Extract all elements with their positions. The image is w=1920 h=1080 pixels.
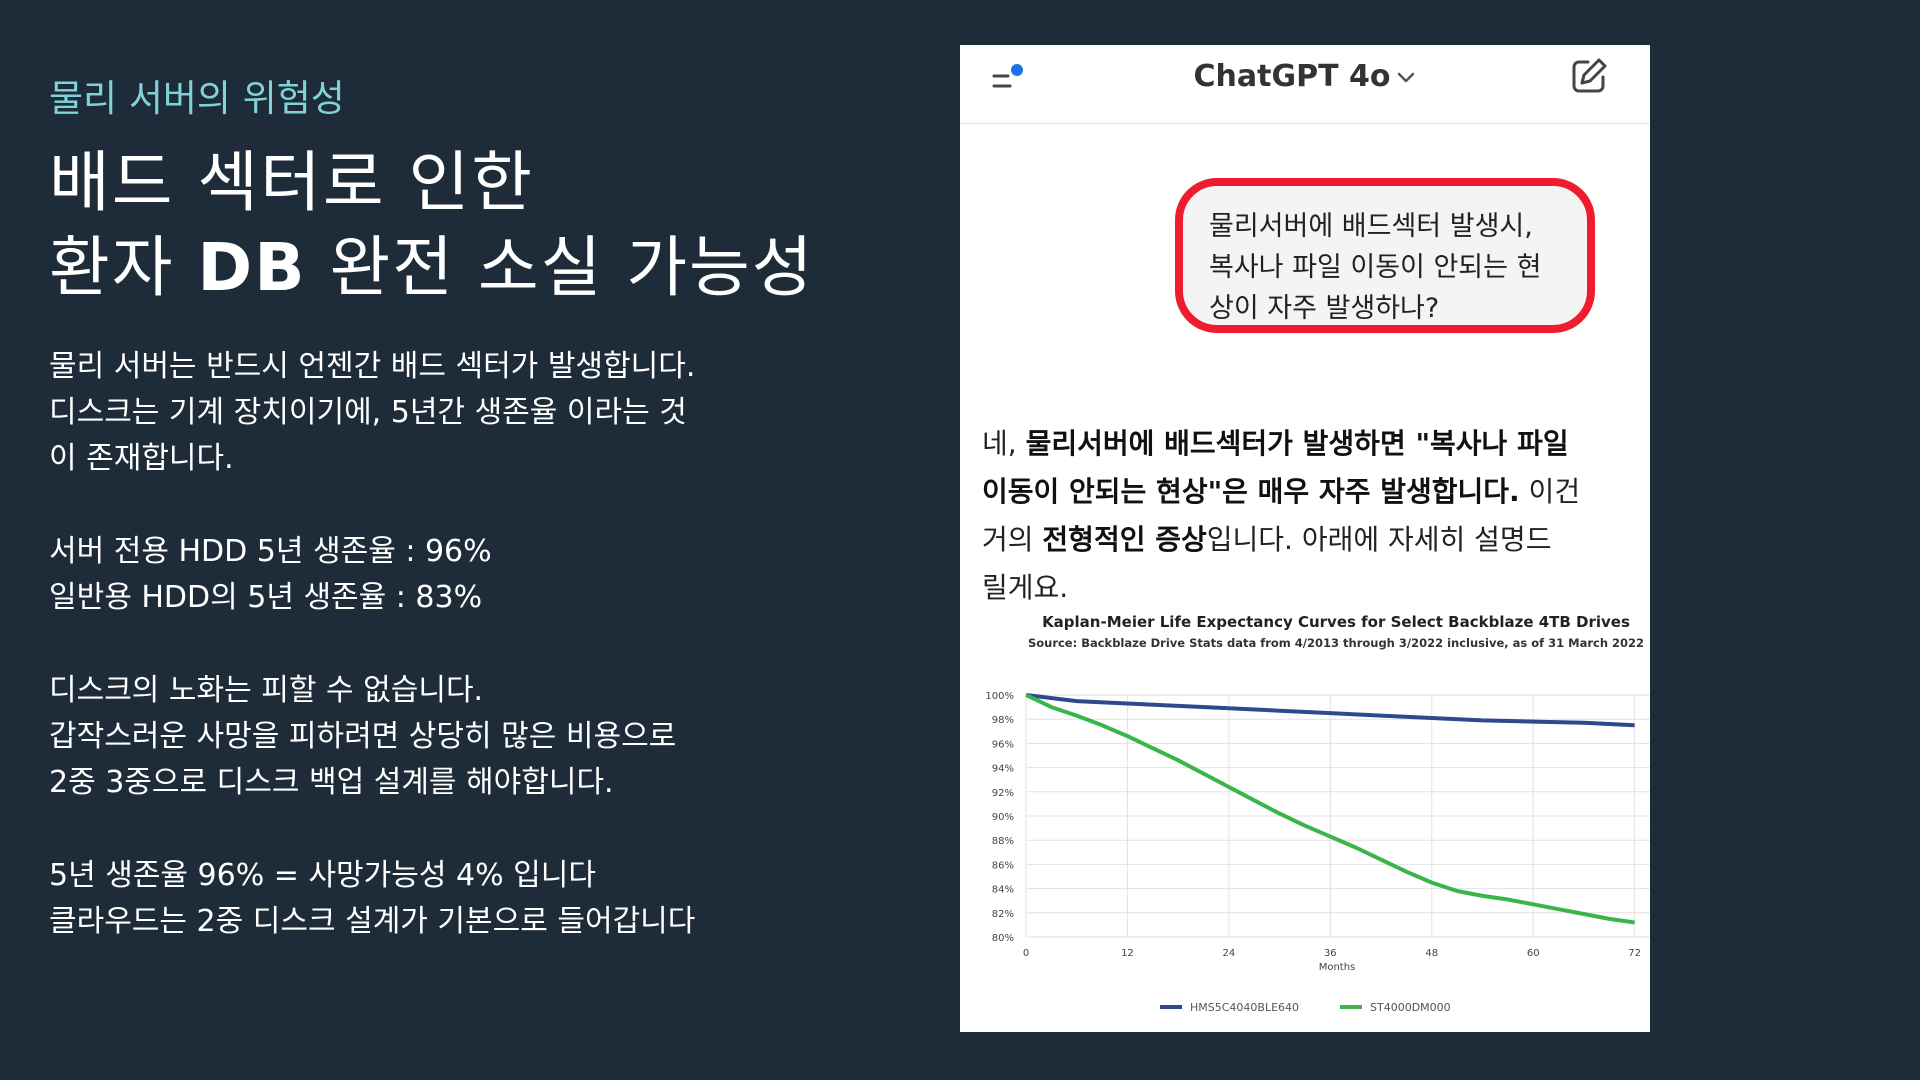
x-axis-label: Months bbox=[1319, 962, 1356, 973]
y-axis-ticks: 100% 98% 96% 94% 92% 90% 88% 86% 84% 82% 80% bbox=[985, 691, 1014, 944]
y-tick-label: 92% bbox=[992, 788, 1014, 799]
x-tick-label: 60 bbox=[1527, 948, 1540, 959]
chart-svg: Kaplan-Meier Life Expectancy Curves for … bbox=[985, 613, 1650, 1014]
legend-label: HMS5C4040BLE640 bbox=[1190, 1001, 1299, 1014]
y-tick-label: 94% bbox=[992, 764, 1014, 775]
paragraph-line: 5년 생존율 96% = 사망가능성 4% 입니다 bbox=[49, 858, 596, 893]
model-selector[interactable]: ChatGPT 4o bbox=[960, 59, 1650, 94]
y-tick-label: 96% bbox=[992, 739, 1014, 750]
reply-text: 입니다. 아래에 자세히 설명드 bbox=[1206, 523, 1552, 556]
series-line bbox=[1025, 693, 1635, 925]
y-tick-label: 88% bbox=[992, 836, 1014, 847]
legend-label: ST4000DM000 bbox=[1370, 1001, 1451, 1014]
y-tick-label: 82% bbox=[992, 909, 1014, 920]
chart-subtitle: Source: Backblaze Drive Stats data from … bbox=[1028, 636, 1644, 650]
slide-kicker: 물리 서버의 위험성 bbox=[49, 77, 345, 120]
reply-bold: 물리서버에 배드섹터가 발생하면 "복사나 파일 bbox=[1025, 427, 1569, 460]
paragraph-line: 갑작스러운 사망을 피하려면 상당히 많은 비용으로 bbox=[49, 719, 677, 754]
chart-title: Kaplan-Meier Life Expectancy Curves for … bbox=[1042, 613, 1630, 631]
paragraph-bad-sector: 물리 서버는 반드시 언젠간 배드 섹터가 발생합니다. 디스크는 기계 장치이… bbox=[49, 344, 695, 482]
x-tick-label: 24 bbox=[1223, 948, 1236, 959]
edit-icon[interactable] bbox=[1568, 55, 1610, 97]
reply-line: 릴게요. bbox=[982, 571, 1069, 604]
headline-line-1: 배드 섹터로 인한 bbox=[49, 144, 534, 221]
paragraph-line: 물리 서버는 반드시 언젠간 배드 섹터가 발생합니다. bbox=[49, 349, 696, 384]
reply-line: 거의 전형적인 증상입니다. 아래에 자세히 설명드 bbox=[982, 516, 1632, 564]
reply-line: 이동이 안되는 현상"은 매우 자주 발생합니다. 이건 bbox=[982, 468, 1632, 516]
y-tick-label: 100% bbox=[985, 691, 1014, 702]
series-line bbox=[1025, 693, 1635, 728]
user-message-line: 물리서버에 배드섹터 발생시, bbox=[1209, 211, 1533, 242]
reply-bold: 전형적인 증상 bbox=[1042, 523, 1207, 556]
reply-text: 네, bbox=[982, 427, 1026, 460]
x-axis-ticks: 0 12 24 36 48 60 72 bbox=[1023, 948, 1641, 959]
chevron-down-icon bbox=[1396, 59, 1416, 94]
slide-headline: 배드 섹터로 인한 환자 DB 완전 소실 가능성 bbox=[49, 140, 815, 310]
reply-text: 거의 bbox=[982, 523, 1043, 556]
reply-line: 네, 물리서버에 배드섹터가 발생하면 "복사나 파일 bbox=[982, 420, 1632, 468]
headline-text: 완전 소실 가능성 bbox=[306, 229, 815, 306]
y-tick-label: 84% bbox=[992, 885, 1014, 896]
x-tick-label: 12 bbox=[1121, 948, 1134, 959]
paragraph-line: 이 존재합니다. bbox=[49, 441, 234, 476]
chart-series bbox=[1025, 693, 1635, 925]
paragraph-line: 2중 3중으로 디스크 백업 설계를 해야합니다. bbox=[49, 765, 614, 800]
x-tick-label: 0 bbox=[1023, 948, 1029, 959]
paragraph-cloud: 5년 생존율 96% = 사망가능성 4% 입니다 클라우드는 2중 디스크 설… bbox=[49, 853, 695, 945]
paragraph-line: 클라우드는 2중 디스크 설계가 기본으로 들어갑니다 bbox=[49, 904, 696, 939]
x-tick-label: 48 bbox=[1425, 948, 1438, 959]
assistant-reply: 네, 물리서버에 배드섹터가 발생하면 "복사나 파일 이동이 안되는 현상"은… bbox=[982, 420, 1632, 612]
y-tick-label: 86% bbox=[992, 860, 1014, 871]
model-name: ChatGPT 4o bbox=[1193, 59, 1391, 94]
y-tick-label: 80% bbox=[992, 933, 1014, 944]
reply-bold: 이동이 안되는 현상"은 매우 자주 발생합니다. bbox=[982, 475, 1520, 508]
paragraph-aging: 디스크의 노화는 피할 수 없습니다. 갑작스러운 사망을 피하려면 상당히 많… bbox=[49, 668, 676, 806]
headline-text: 환자 bbox=[49, 229, 198, 306]
headline-line-2: 환자 DB 완전 소실 가능성 bbox=[49, 225, 815, 310]
paragraph-line: 일반용 HDD의 5년 생존율 : 83% bbox=[49, 580, 483, 615]
survival-chart: Kaplan-Meier Life Expectancy Curves for … bbox=[960, 610, 1650, 1032]
paragraph-line: 서버 전용 HDD 5년 생존율 : 96% bbox=[49, 534, 492, 569]
y-tick-label: 98% bbox=[992, 715, 1014, 726]
user-message-line: 상이 자주 발생하나? bbox=[1209, 293, 1440, 324]
x-tick-label: 36 bbox=[1324, 948, 1337, 959]
chart-legend: HMS5C4040BLE640 ST4000DM000 bbox=[1160, 1001, 1451, 1014]
reply-text: 이건 bbox=[1519, 475, 1581, 508]
topbar-divider bbox=[960, 123, 1650, 124]
headline-emphasis: DB bbox=[197, 229, 307, 306]
paragraph-line: 디스크의 노화는 피할 수 없습니다. bbox=[49, 673, 484, 708]
user-message-bubble: 물리서버에 배드섹터 발생시, 복사나 파일 이동이 안되는 현 상이 자주 발… bbox=[1175, 178, 1595, 333]
y-tick-label: 90% bbox=[992, 812, 1014, 823]
chat-topbar: ChatGPT 4o bbox=[960, 45, 1650, 123]
x-tick-label: 72 bbox=[1628, 948, 1641, 959]
user-message-line: 복사나 파일 이동이 안되는 현 bbox=[1209, 252, 1542, 283]
chatgpt-screenshot: ChatGPT 4o 물리서버에 배드섹터 발생시, 복사나 파일 이동이 안되… bbox=[960, 45, 1650, 1032]
paragraph-survival-rates: 서버 전용 HDD 5년 생존율 : 96% 일반용 HDD의 5년 생존율 :… bbox=[49, 529, 492, 621]
menu-icon[interactable] bbox=[990, 62, 1030, 102]
paragraph-line: 디스크는 기계 장치이기에, 5년간 생존율 이라는 것 bbox=[49, 395, 687, 430]
